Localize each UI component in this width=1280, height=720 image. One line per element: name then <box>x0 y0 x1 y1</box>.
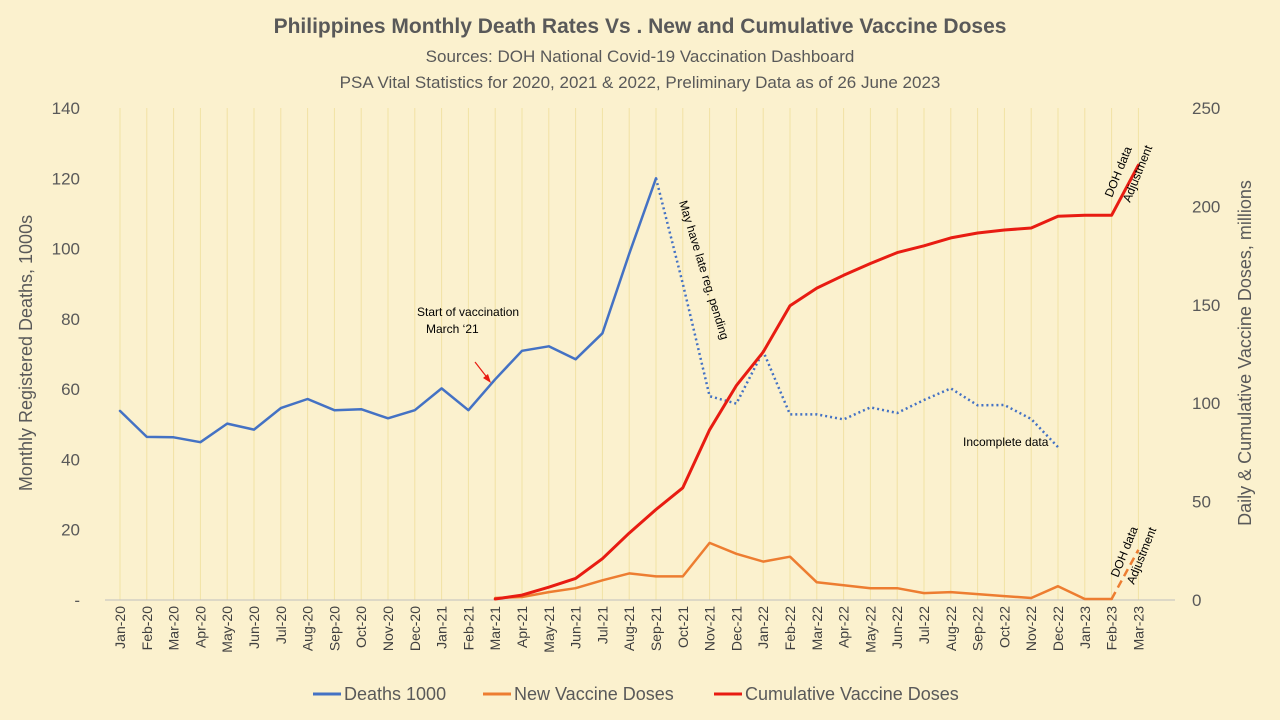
right-y-axis-ticks: 250 200 150 100 50 0 <box>1192 99 1220 610</box>
series-new-vaccine-doses <box>493 541 1113 601</box>
x-tick-label: Sep-20 <box>326 606 342 651</box>
x-tick-label: Oct-22 <box>996 606 1012 648</box>
annotation-incomplete-data: Incomplete data <box>963 435 1049 449</box>
x-tick-label: Apr-20 <box>192 606 208 648</box>
series-deaths-1000 <box>118 177 658 444</box>
x-tick-label: Jan-22 <box>755 606 771 649</box>
left-y-axis-ticks: 140 120 100 80 60 40 20 - <box>52 99 80 610</box>
x-tick-label: Aug-22 <box>943 606 959 651</box>
x-tick-label: Jun-20 <box>246 606 262 649</box>
x-tick-label: Sep-22 <box>970 606 986 651</box>
x-tick-label: Mar-23 <box>1130 606 1146 651</box>
series-layer <box>118 163 1140 601</box>
annotation-arrow-head <box>483 374 491 383</box>
x-tick-label: Aug-21 <box>621 606 637 651</box>
annotation-march-21: March ‘21 <box>426 322 479 336</box>
x-tick-label: Apr-22 <box>836 606 852 648</box>
x-tick-label: Aug-20 <box>300 606 316 651</box>
series-cumulative-vaccine-doses <box>493 163 1140 601</box>
annotation-late-registration: May have late reg. pending <box>676 199 732 342</box>
left-tick-label: 60 <box>61 380 80 399</box>
x-tick-label: Jan-23 <box>1077 606 1093 649</box>
series-new-vaccine-doses-adjustment <box>1110 549 1140 600</box>
left-y-axis-label: Monthly Registered Deaths, 1000s <box>16 215 36 491</box>
x-tick-label: Jun-22 <box>889 606 905 649</box>
right-tick-label: 200 <box>1192 197 1220 216</box>
right-tick-label: 150 <box>1192 296 1220 315</box>
x-tick-label: Mar-21 <box>487 606 503 651</box>
legend-label-deaths: Deaths 1000 <box>344 684 446 704</box>
right-tick-label: 250 <box>1192 99 1220 118</box>
x-axis-ticks: Jan-20 Feb-20 Mar-20 Apr-20 May-20 Jun-20 Jul-… <box>112 606 1146 653</box>
x-tick-label: Jun-21 <box>568 606 584 649</box>
x-tick-label: May-21 <box>541 606 557 653</box>
x-tick-label: Nov-22 <box>1023 606 1039 651</box>
x-tick-label: Feb-23 <box>1104 606 1120 651</box>
x-tick-label: May-20 <box>219 606 235 653</box>
x-tick-label: Nov-21 <box>702 606 718 651</box>
x-tick-label: Jul-22 <box>916 606 932 644</box>
x-tick-label: Nov-20 <box>380 606 396 651</box>
right-tick-label: 0 <box>1192 591 1201 610</box>
legend: Deaths 1000 New Vaccine Doses Cumulative… <box>313 684 959 704</box>
x-tick-label: Feb-21 <box>460 606 476 651</box>
left-tick-label: 140 <box>52 99 80 118</box>
x-tick-label: Jan-21 <box>434 606 450 649</box>
x-tick-label: Apr-21 <box>514 606 530 648</box>
chart-title: Philippines Monthly Death Rates Vs . New… <box>274 15 1007 38</box>
left-tick-label: 20 <box>61 521 80 540</box>
x-tick-label: Jul-21 <box>594 606 610 644</box>
right-y-axis-label: Daily & Cumulative Vaccine Doses, millio… <box>1235 180 1255 526</box>
x-tick-label: Jul-20 <box>273 606 289 644</box>
legend-label-cumulative-doses: Cumulative Vaccine Doses <box>745 684 959 704</box>
left-tick-label: - <box>74 591 80 610</box>
chart-subtitle-sources: Sources: DOH National Covid-19 Vaccinati… <box>426 47 855 66</box>
vertical-gridlines <box>119 108 1139 600</box>
x-tick-label: Sep-21 <box>648 606 664 651</box>
left-tick-label: 100 <box>52 240 80 259</box>
right-tick-label: 100 <box>1192 394 1220 413</box>
right-tick-label: 50 <box>1192 493 1211 512</box>
chart-subtitle-psa: PSA Vital Statistics for 2020, 2021 & 20… <box>340 73 941 92</box>
x-tick-label: Jan-20 <box>112 606 128 649</box>
x-tick-label: Feb-20 <box>139 606 155 651</box>
x-tick-label: Feb-22 <box>782 606 798 651</box>
x-tick-label: Dec-20 <box>407 606 423 651</box>
x-tick-label: Oct-20 <box>353 606 369 648</box>
left-tick-label: 80 <box>61 310 80 329</box>
x-tick-label: Oct-21 <box>675 606 691 648</box>
legend-label-new-doses: New Vaccine Doses <box>514 684 674 704</box>
left-tick-label: 40 <box>61 450 80 469</box>
x-tick-label: May-22 <box>862 606 878 653</box>
x-tick-label: Mar-20 <box>166 606 182 651</box>
x-tick-label: Mar-22 <box>809 606 825 651</box>
left-tick-label: 120 <box>52 169 80 188</box>
x-tick-label: Dec-22 <box>1050 606 1066 651</box>
annotation-start-vaccination: Start of vaccination <box>417 305 519 319</box>
x-tick-label: Dec-21 <box>728 606 744 651</box>
